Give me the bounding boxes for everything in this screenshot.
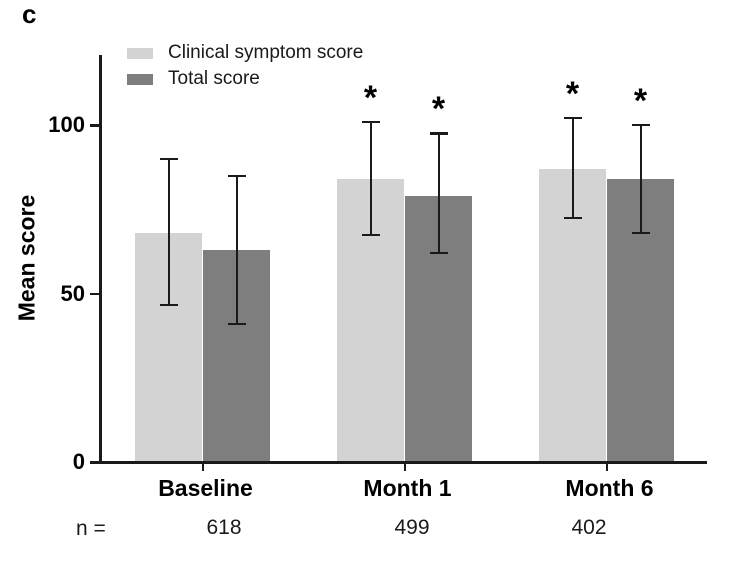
y-tick-100 — [90, 124, 99, 127]
significance-asterisk-clinical-symptom-score-month-6: * — [565, 75, 580, 114]
legend-label-total-score: Total score — [168, 68, 260, 89]
significance-asterisk-total-score-month-1: * — [431, 90, 446, 129]
error-bar-cap-bottom-clinical-symptom-score-month-1 — [361, 233, 380, 236]
x-axis-line — [99, 461, 707, 464]
n-value-month-6: 402 — [571, 516, 607, 539]
y-tick-50 — [90, 292, 99, 295]
legend-label-clinical-symptom-score: Clinical symptom score — [168, 42, 364, 63]
x-tick-month-1 — [403, 463, 406, 471]
error-bar-cap-bottom-total-score-month-6 — [631, 231, 650, 235]
error-bar-cap-top-total-score-month-6 — [631, 124, 650, 127]
x-tick-baseline — [201, 463, 204, 471]
error-bar-cap-bottom-total-score-baseline — [227, 322, 246, 326]
error-bar-line-total-score-baseline — [235, 175, 238, 324]
n-value-baseline: 618 — [206, 516, 242, 539]
n-equals-label: n = — [76, 517, 106, 540]
significance-asterisk-clinical-symptom-score-month-1: * — [363, 78, 378, 117]
error-bar-line-clinical-symptom-score-month-1 — [369, 121, 372, 235]
x-axis-label-month-6: Month 6 — [565, 475, 654, 501]
error-bar-line-total-score-month-6 — [639, 125, 642, 233]
error-bar-cap-bottom-clinical-symptom-score-month-6 — [563, 216, 582, 219]
error-bar-cap-top-total-score-baseline — [227, 174, 246, 177]
x-axis-label-baseline: Baseline — [158, 475, 253, 501]
legend-swatch-total-score — [127, 73, 153, 85]
y-tick-0 — [90, 461, 99, 464]
error-bar-cap-bottom-clinical-symptom-score-baseline — [159, 304, 178, 307]
legend-item-clinical-symptom-score: Clinical symptom score — [127, 42, 364, 63]
significance-asterisk-total-score-month-6: * — [633, 82, 648, 120]
y-axis-line — [99, 55, 102, 464]
error-bar-line-clinical-symptom-score-baseline — [167, 158, 170, 306]
n-value-month-1: 499 — [394, 516, 430, 539]
error-bar-cap-top-clinical-symptom-score-month-1 — [361, 120, 380, 123]
y-tick-label-100: 100 — [48, 112, 85, 137]
error-bar-cap-top-clinical-symptom-score-baseline — [159, 157, 178, 160]
y-tick-label-50: 50 — [60, 280, 85, 306]
x-axis-label-month-1: Month 1 — [363, 475, 452, 501]
error-bar-cap-top-clinical-symptom-score-month-6 — [563, 117, 582, 120]
panel-label: c — [22, 0, 37, 29]
error-bar-line-total-score-month-1 — [437, 133, 440, 254]
y-tick-label-0: 0 — [72, 449, 85, 474]
legend-swatch-clinical-symptom-score — [127, 47, 153, 59]
error-bar-cap-bottom-total-score-month-1 — [429, 252, 448, 255]
error-bar-line-clinical-symptom-score-month-6 — [571, 118, 574, 218]
legend: Clinical symptom score Total score — [127, 42, 364, 96]
legend-item-total-score: Total score — [127, 68, 363, 89]
x-tick-month-6 — [605, 463, 608, 471]
error-bar-cap-top-total-score-month-1 — [429, 132, 448, 135]
